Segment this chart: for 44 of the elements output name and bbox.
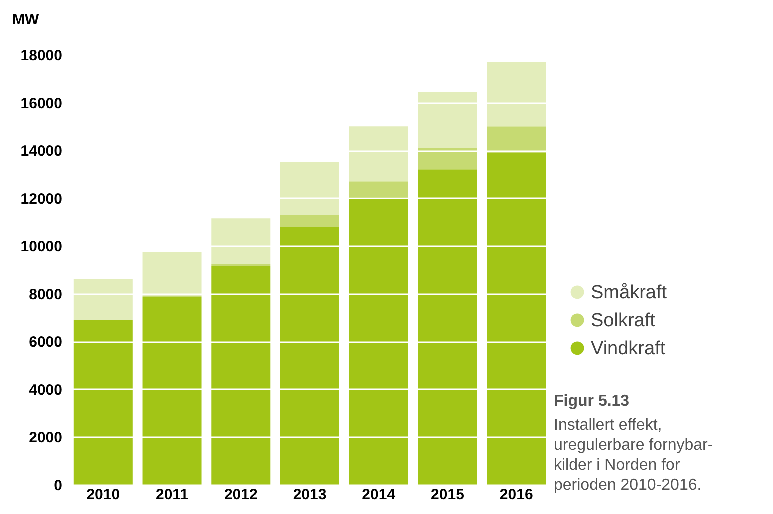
text: uregulerbare fornybar-	[554, 437, 714, 454]
bar	[487, 126, 546, 153]
text: perioden 2010-2016.	[554, 477, 702, 494]
text: kilder i Norden for	[554, 457, 681, 474]
bar	[349, 126, 408, 182]
bar	[280, 227, 340, 485]
x-tick-label: 2014	[362, 486, 396, 504]
y-tick-label: 6000	[29, 334, 62, 352]
legend-label: Vindkraft	[591, 338, 666, 360]
y-tick-label: 0	[54, 478, 62, 494]
x-tick-label: 2016	[500, 486, 534, 504]
x-tick-label: 2011	[156, 486, 189, 504]
bar	[487, 152, 546, 485]
bar	[349, 182, 408, 198]
x-tick-label: 2013	[293, 486, 327, 504]
bar	[142, 297, 202, 485]
x-tick-label: 2012	[224, 486, 258, 504]
y-tick-label: 8000	[29, 286, 62, 304]
x-tick-label: 2015	[431, 486, 464, 504]
bar	[349, 197, 408, 485]
y-tick-label: 10000	[20, 238, 62, 256]
bar	[212, 218, 271, 264]
y-tick-label: 14000	[20, 143, 62, 160]
bar	[74, 320, 133, 485]
bar	[74, 280, 133, 320]
text: Installert effekt,	[554, 417, 662, 434]
y-tick-label: 12000	[20, 190, 62, 208]
bar	[212, 266, 271, 485]
bar	[142, 252, 202, 296]
y-tick-label: 4000	[29, 382, 62, 399]
bar	[418, 92, 478, 148]
text: Figur 5.13	[554, 393, 630, 410]
bar	[280, 215, 340, 227]
y-tick-label: 16000	[20, 95, 62, 112]
y-tick-label: 18000	[20, 48, 62, 64]
y-axis-title: MW	[12, 12, 40, 28]
bar	[487, 62, 546, 127]
legend-label: Småkraft	[591, 282, 668, 304]
bar	[418, 170, 478, 485]
y-tick-label: 2000	[29, 430, 62, 447]
bar	[418, 148, 478, 170]
bar	[280, 162, 340, 216]
x-tick-label: 2010	[86, 486, 120, 504]
legend-label: Solkraft	[591, 310, 656, 332]
